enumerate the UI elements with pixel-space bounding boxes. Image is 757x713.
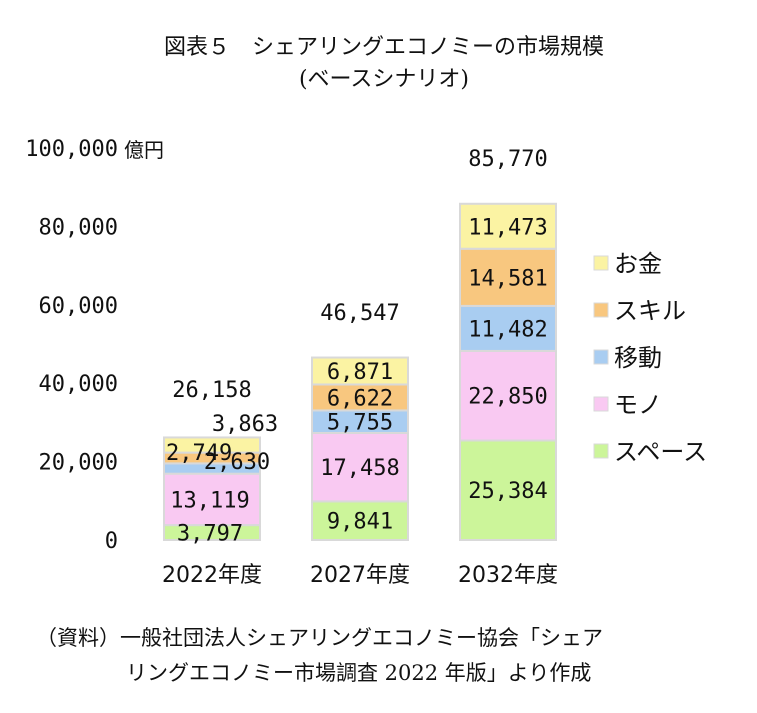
data-label: 6,622 — [327, 386, 393, 411]
source-note: （資料）一般社団法人シェアリングエコノミー協会「シェアリングエコノミー市場調査 … — [36, 626, 603, 685]
legend-label: スペース — [614, 438, 707, 466]
data-label: 14,581 — [468, 266, 547, 291]
bar-segment — [459, 202, 557, 250]
y-tick-label: 40,000 — [39, 372, 118, 397]
data-label: 9,841 — [327, 510, 393, 535]
total-label: 46,547 — [320, 301, 399, 326]
bar-segment — [459, 304, 557, 352]
y-tick-label: 60,000 — [39, 294, 118, 319]
legend-label: モノ — [614, 391, 662, 419]
legend-swatch — [593, 302, 609, 318]
source-line: リングエコノミー市場調査 2022 年版」より作成 — [126, 661, 591, 685]
legend-label: お金 — [614, 250, 662, 278]
y-tick-label: 0 — [105, 529, 118, 554]
data-label: 22,850 — [468, 385, 547, 410]
data-label: 11,482 — [468, 317, 547, 342]
chart-title: 図表５ シェアリングエコノミーの市場規模 — [164, 35, 604, 60]
chart-subtitle: (ベースシナリオ) — [299, 67, 469, 92]
x-axis: 2022年度 2027年度 2032年度 — [162, 563, 558, 588]
y-axis: 0 20,000 40,000 60,000 80,000 100,000 — [25, 137, 118, 554]
total-label: 26,158 — [172, 378, 251, 403]
bar-segment — [163, 436, 261, 454]
data-label: 2,749 — [166, 441, 232, 466]
bar-segment — [163, 472, 261, 527]
total-labels: 26,158 46,547 85,770 — [172, 147, 547, 403]
data-label: 6,871 — [327, 360, 393, 385]
legend-swatch — [593, 443, 609, 459]
legend-swatch — [593, 255, 609, 271]
data-label: 25,384 — [468, 479, 547, 504]
y-tick-label: 20,000 — [39, 451, 118, 476]
data-label: 11,473 — [468, 215, 547, 240]
legend-label: スキル — [614, 297, 686, 325]
x-tick-label: 2022年度 — [162, 563, 262, 588]
bar-segment — [459, 349, 557, 442]
data-label: 17,458 — [320, 456, 399, 481]
x-tick-label: 2027年度 — [310, 563, 410, 588]
x-tick-label: 2032年度 — [458, 563, 558, 588]
unit-label: 億円 — [124, 138, 164, 162]
bar-segment — [311, 356, 409, 386]
legend-swatch — [593, 396, 609, 412]
bar-segment — [311, 383, 409, 412]
y-tick-label: 80,000 — [39, 215, 118, 240]
data-label: 2,630 — [204, 450, 270, 475]
total-label: 85,770 — [468, 147, 547, 172]
data-label: 13,119 — [170, 488, 249, 513]
data-label: 5,755 — [327, 411, 393, 436]
legend-label: 移動 — [614, 344, 662, 372]
y-tick-label: 100,000 — [25, 137, 118, 162]
legend-swatch — [593, 349, 609, 365]
source-line: （資料）一般社団法人シェアリングエコノミー協会「シェア — [36, 626, 603, 650]
data-label: 3,797 — [177, 522, 243, 547]
bars — [163, 202, 557, 542]
bar-segment — [459, 247, 557, 307]
data-label: 3,863 — [212, 412, 278, 437]
